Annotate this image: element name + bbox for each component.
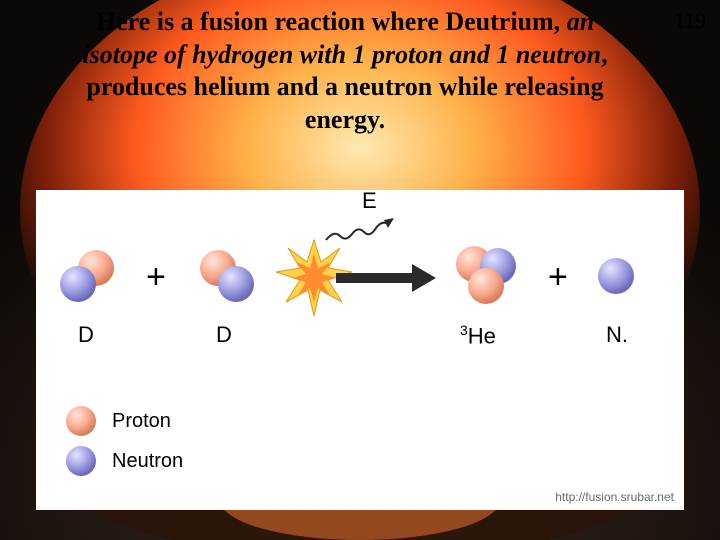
label-n: N. (606, 322, 628, 348)
neutron-swatch-icon (64, 444, 98, 478)
deuterium-2 (194, 248, 258, 304)
source-credit: http://fusion.srubar.net (555, 490, 674, 504)
energy-label: E (362, 190, 377, 213)
slide-number: 119 (674, 8, 706, 34)
reaction-arrow (336, 264, 436, 292)
proton-swatch-icon (64, 404, 98, 438)
legend: Proton Neutron (64, 398, 183, 484)
plus-1: + (146, 258, 166, 297)
plus-2: + (548, 258, 568, 297)
label-he-sup: 3 (460, 322, 468, 338)
deuterium-1 (56, 248, 120, 304)
legend-neutron-label: Neutron (112, 450, 183, 473)
label-d2: D (216, 322, 232, 348)
title-part1: Here is a fusion reaction where Deutrium… (96, 7, 560, 36)
fusion-diagram-panel: E + (36, 190, 684, 510)
legend-neutron-row: Neutron (64, 444, 183, 478)
legend-proton-label: Proton (112, 410, 171, 433)
legend-proton-row: Proton (64, 404, 183, 438)
label-he-text: He (468, 323, 496, 348)
helium-3 (450, 242, 522, 308)
free-neutron (594, 254, 638, 298)
label-he: 3He (460, 322, 496, 349)
label-d1: D (78, 322, 94, 348)
reaction-row: + + D D 3He (36, 230, 684, 360)
slide-title: Here is a fusion reaction where Deutrium… (60, 6, 630, 136)
